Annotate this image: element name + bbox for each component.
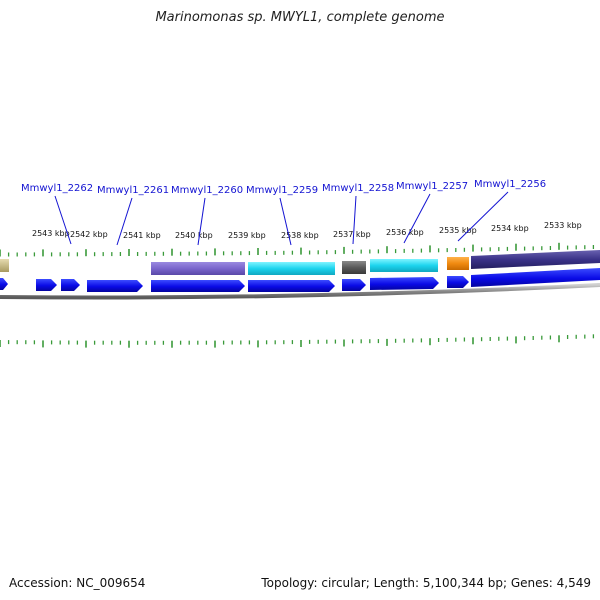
gene-label[interactable]: Mmwyl1_2260: [171, 185, 243, 196]
gene-arrow: [471, 268, 600, 287]
feature-block-cyan-1: [248, 262, 335, 275]
scale-label: 2536 kbp: [386, 228, 424, 237]
scale-labels: 2543 kbp 2542 kbp 2541 kbp 2540 kbp 2539…: [32, 221, 582, 240]
gene-labels: Mmwyl1_2262 Mmwyl1_2261 Mmwyl1_2260 Mmwy…: [21, 179, 546, 196]
gene-label[interactable]: Mmwyl1_2258: [322, 183, 394, 194]
leader-line: [279, 197, 292, 246]
feature-block-tan: [0, 259, 9, 272]
gene-arrow: [36, 279, 57, 291]
scale-label: 2540 kbp: [175, 231, 213, 240]
scale-label: 2533 kbp: [544, 221, 582, 230]
feature-track-upper: [0, 250, 600, 275]
gene-label[interactable]: Mmwyl1_2261: [97, 185, 169, 196]
leader-line: [197, 197, 206, 246]
leader-line: [54, 195, 72, 245]
gene-label[interactable]: Mmwyl1_2256: [474, 179, 546, 190]
gene-arrow: [151, 280, 245, 292]
scale-label: 2539 kbp: [228, 231, 266, 240]
genome-summary-text: Topology: circular; Length: 5,100,344 bp…: [261, 576, 591, 590]
gene-arrow: [342, 279, 366, 291]
gene-arrow: [447, 276, 469, 288]
gene-label-leaders: [54, 191, 509, 246]
feature-block-gray: [342, 261, 366, 274]
leader-line: [116, 197, 133, 246]
inner-tick-ring: [0, 334, 595, 348]
gene-arrow: [248, 280, 335, 292]
gene-arrow: [370, 277, 439, 290]
gene-arrow: [0, 278, 8, 290]
gene-label[interactable]: Mmwyl1_2259: [246, 185, 318, 196]
gene-arrow-track: [0, 268, 600, 292]
scale-label: 2541 kbp: [123, 231, 161, 240]
map-title: Marinomonas sp. MWYL1, complete genome: [155, 10, 445, 25]
feature-block-cyan-2: [370, 259, 438, 272]
scale-label: 2535 kbp: [439, 226, 477, 235]
outer-tick-ring: [0, 242, 595, 257]
scale-label: 2543 kbp: [32, 229, 70, 238]
genome-backbone: [0, 283, 600, 300]
feature-block-navy: [471, 250, 600, 269]
scale-label: 2537 kbp: [333, 230, 371, 239]
gene-arrow: [87, 280, 143, 292]
scale-label: 2538 kbp: [281, 231, 319, 240]
gene-label[interactable]: Mmwyl1_2257: [396, 181, 468, 192]
feature-block-orange: [447, 257, 469, 270]
feature-block-purple: [151, 262, 245, 275]
leader-line: [352, 195, 357, 245]
gene-arrow: [61, 279, 80, 291]
scale-label: 2542 kbp: [70, 230, 108, 239]
leader-line: [457, 191, 509, 242]
accession-text: Accession: NC_009654: [9, 576, 146, 590]
leader-line: [403, 193, 431, 244]
gene-label[interactable]: Mmwyl1_2262: [21, 183, 93, 194]
scale-label: 2534 kbp: [491, 224, 529, 233]
